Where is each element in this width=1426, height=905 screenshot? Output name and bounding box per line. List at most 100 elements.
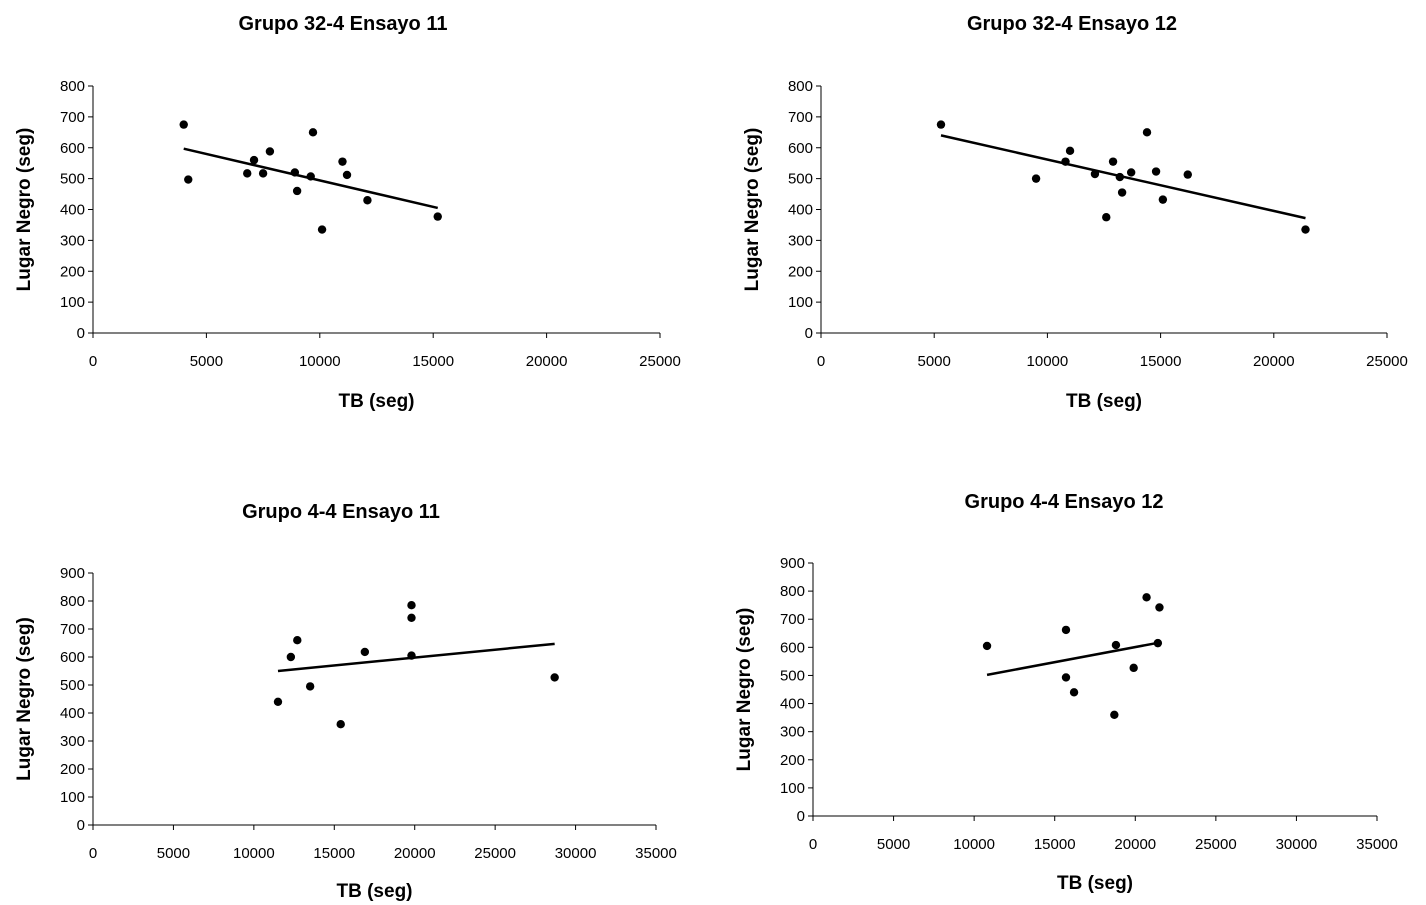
y-tick-label: 0 (805, 325, 813, 342)
x-tick-label: 0 (809, 836, 817, 853)
data-point (1061, 625, 1071, 635)
x-tick-label: 15000 (1034, 836, 1076, 853)
y-tick-label: 800 (60, 593, 85, 610)
data-point (258, 169, 268, 178)
y-tick-label: 700 (780, 611, 805, 628)
y-axis-label: Lugar Negro (seg) (14, 128, 35, 292)
y-tick-label: 400 (780, 696, 805, 713)
chart-title: Grupo 4-4 Ensayo 12 (965, 491, 1164, 513)
data-point (1126, 168, 1136, 177)
y-tick-label: 900 (780, 555, 805, 572)
y-tick-label: 800 (780, 583, 805, 600)
data-point (1031, 174, 1041, 183)
y-tick-label: 500 (788, 171, 813, 188)
trend-line (277, 642, 555, 673)
y-tick-label: 700 (60, 621, 85, 638)
y-tick-label: 500 (60, 171, 85, 188)
y-tick-label: 400 (788, 202, 813, 219)
data-point (936, 120, 946, 129)
y-tick-label: 300 (788, 232, 813, 249)
y-tick-label: 200 (780, 752, 805, 769)
y-axis-label: Lugar Negro (seg) (734, 608, 755, 772)
x-tick-label: 0 (89, 845, 97, 862)
data-point (1069, 688, 1079, 697)
x-tick-label: 10000 (1027, 353, 1069, 370)
data-point (1061, 673, 1071, 682)
x-tick-label: 15000 (1140, 353, 1182, 370)
y-tick-label: 700 (788, 109, 813, 126)
x-tick-label: 5000 (157, 845, 190, 862)
x-tick-label: 5000 (918, 353, 951, 370)
data-point (1110, 710, 1119, 719)
chart-panel-grupo-32-4-ensayo-11: Grupo 32-4 Ensayo 11 TB (seg) Lugar Negr… (14, 13, 681, 412)
data-point (982, 641, 992, 651)
y-tick-label: 500 (60, 677, 85, 694)
chart-title: Grupo 32-4 Ensayo 12 (967, 13, 1177, 35)
data-point (336, 720, 345, 729)
y-tick-label: 500 (780, 667, 805, 684)
data-point (407, 651, 416, 660)
data-point (1155, 603, 1164, 612)
x-axis-label: TB (seg) (1057, 873, 1133, 894)
data-point (308, 128, 318, 137)
x-tick-label: 20000 (1253, 353, 1295, 370)
x-tick-label: 20000 (394, 845, 436, 862)
data-point (338, 157, 347, 166)
data-point (290, 168, 300, 177)
x-tick-label: 0 (89, 353, 97, 370)
x-tick-label: 10000 (233, 845, 275, 862)
x-tick-label: 10000 (299, 353, 341, 370)
y-tick-label: 100 (60, 294, 85, 311)
data-point (433, 212, 442, 221)
data-point (306, 172, 315, 181)
x-tick-label: 15000 (412, 353, 454, 370)
data-point (550, 673, 559, 682)
chart-title: Grupo 4-4 Ensayo 11 (242, 501, 440, 523)
data-point (360, 647, 370, 657)
x-tick-label: 20000 (1114, 836, 1156, 853)
y-tick-label: 300 (60, 733, 85, 750)
data-point (407, 601, 416, 610)
x-tick-label: 15000 (313, 845, 355, 862)
y-tick-label: 700 (60, 109, 85, 126)
data-point (1142, 593, 1151, 602)
data-point (265, 147, 275, 156)
data-point (1142, 128, 1152, 137)
y-tick-label: 900 (60, 565, 85, 582)
y-tick-label: 300 (780, 724, 805, 741)
data-point (1301, 225, 1310, 234)
y-tick-label: 600 (60, 649, 85, 666)
x-tick-label: 20000 (526, 353, 568, 370)
data-point (273, 697, 283, 706)
data-point (1117, 188, 1127, 197)
x-tick-label: 25000 (639, 353, 681, 370)
data-point (1129, 663, 1138, 673)
y-tick-label: 200 (60, 263, 85, 280)
y-tick-label: 800 (60, 78, 85, 95)
data-point (1065, 146, 1075, 156)
y-tick-label: 0 (77, 325, 85, 342)
data-point (1102, 213, 1111, 222)
data-point (1090, 169, 1100, 179)
y-tick-label: 200 (60, 761, 85, 778)
y-tick-label: 400 (60, 705, 85, 722)
y-tick-label: 600 (780, 639, 805, 656)
data-point (407, 613, 416, 622)
x-tick-label: 25000 (1366, 353, 1408, 370)
data-point (249, 155, 259, 165)
data-point (1115, 172, 1125, 182)
x-tick-label: 30000 (1276, 836, 1318, 853)
data-point (243, 169, 252, 178)
data-point (363, 196, 372, 205)
data-point (179, 120, 188, 129)
data-point (1061, 157, 1070, 166)
data-point (1153, 638, 1163, 648)
data-point (1158, 195, 1168, 204)
data-point (293, 636, 302, 645)
x-tick-label: 30000 (555, 845, 597, 862)
chart-panel-grupo-4-4-ensayo-12: Grupo 4-4 Ensayo 12 TB (seg) Lugar Negro… (734, 491, 1398, 894)
y-tick-label: 600 (60, 140, 85, 157)
x-tick-label: 35000 (1356, 836, 1398, 853)
y-tick-label: 400 (60, 202, 85, 219)
